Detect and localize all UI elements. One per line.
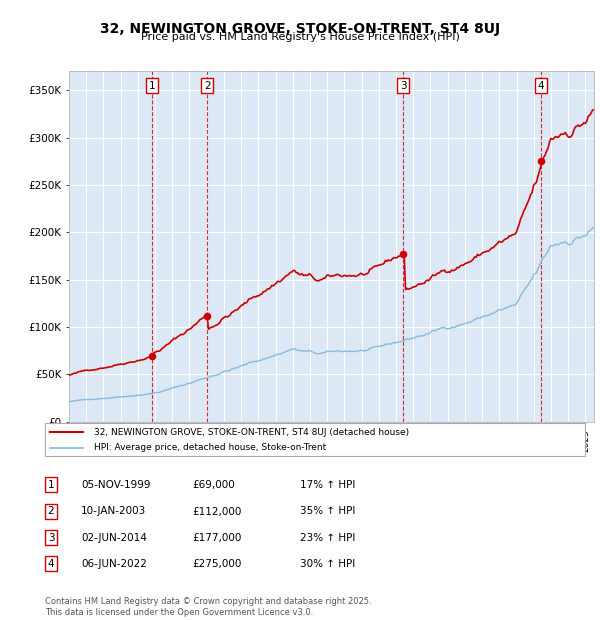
Text: £177,000: £177,000: [192, 533, 241, 542]
Point: [536, 156, 546, 166]
Text: 32, NEWINGTON GROVE, STOKE-ON-TRENT, ST4 8UJ (detached house): 32, NEWINGTON GROVE, STOKE-ON-TRENT, ST4…: [94, 428, 409, 437]
Text: 4: 4: [47, 559, 55, 569]
Text: 32, NEWINGTON GROVE, STOKE-ON-TRENT, ST4 8UJ: 32, NEWINGTON GROVE, STOKE-ON-TRENT, ST4…: [100, 22, 500, 36]
Text: 05-NOV-1999: 05-NOV-1999: [81, 480, 151, 490]
Text: 35% ↑ HPI: 35% ↑ HPI: [300, 507, 355, 516]
Text: 2: 2: [204, 81, 211, 91]
Text: HPI: Average price, detached house, Stoke-on-Trent: HPI: Average price, detached house, Stok…: [94, 443, 326, 452]
Text: 1: 1: [47, 480, 55, 490]
Text: 30% ↑ HPI: 30% ↑ HPI: [300, 559, 355, 569]
Text: 10-JAN-2003: 10-JAN-2003: [81, 507, 146, 516]
Point: [148, 352, 157, 361]
Text: £69,000: £69,000: [192, 480, 235, 490]
Text: 06-JUN-2022: 06-JUN-2022: [81, 559, 147, 569]
Text: 1: 1: [149, 81, 155, 91]
Text: 4: 4: [538, 81, 544, 91]
Text: 3: 3: [47, 533, 55, 542]
Text: 02-JUN-2014: 02-JUN-2014: [81, 533, 147, 542]
Text: Contains HM Land Registry data © Crown copyright and database right 2025.
This d: Contains HM Land Registry data © Crown c…: [45, 598, 371, 617]
Text: £112,000: £112,000: [192, 507, 241, 516]
Text: Price paid vs. HM Land Registry's House Price Index (HPI): Price paid vs. HM Land Registry's House …: [140, 32, 460, 42]
Text: 3: 3: [400, 81, 407, 91]
Text: 2: 2: [47, 507, 55, 516]
Point: [398, 249, 408, 259]
Point: [202, 311, 212, 321]
Text: 17% ↑ HPI: 17% ↑ HPI: [300, 480, 355, 490]
Text: £275,000: £275,000: [192, 559, 241, 569]
Text: 23% ↑ HPI: 23% ↑ HPI: [300, 533, 355, 542]
